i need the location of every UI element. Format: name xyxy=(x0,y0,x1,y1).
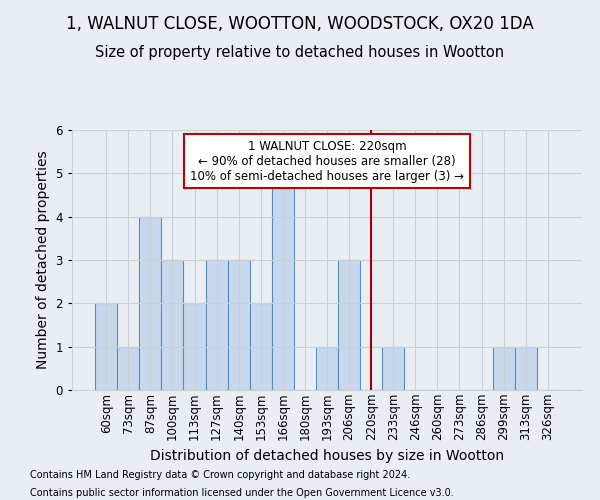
Bar xyxy=(250,304,272,390)
X-axis label: Distribution of detached houses by size in Wootton: Distribution of detached houses by size … xyxy=(150,448,504,462)
Bar xyxy=(95,304,117,390)
Bar xyxy=(139,216,161,390)
Y-axis label: Number of detached properties: Number of detached properties xyxy=(36,150,50,370)
Text: Contains public sector information licensed under the Open Government Licence v3: Contains public sector information licen… xyxy=(30,488,454,498)
Bar xyxy=(338,260,360,390)
Bar xyxy=(206,260,227,390)
Text: Contains HM Land Registry data © Crown copyright and database right 2024.: Contains HM Land Registry data © Crown c… xyxy=(30,470,410,480)
Text: 1, WALNUT CLOSE, WOOTTON, WOODSTOCK, OX20 1DA: 1, WALNUT CLOSE, WOOTTON, WOODSTOCK, OX2… xyxy=(66,15,534,33)
Bar xyxy=(272,174,294,390)
Text: 1 WALNUT CLOSE: 220sqm
← 90% of detached houses are smaller (28)
10% of semi-det: 1 WALNUT CLOSE: 220sqm ← 90% of detached… xyxy=(190,140,464,182)
Bar xyxy=(117,346,139,390)
Text: Size of property relative to detached houses in Wootton: Size of property relative to detached ho… xyxy=(95,45,505,60)
Bar xyxy=(493,346,515,390)
Bar xyxy=(382,346,404,390)
Bar xyxy=(316,346,338,390)
Bar xyxy=(184,304,206,390)
Bar xyxy=(515,346,537,390)
Bar xyxy=(161,260,184,390)
Bar xyxy=(227,260,250,390)
